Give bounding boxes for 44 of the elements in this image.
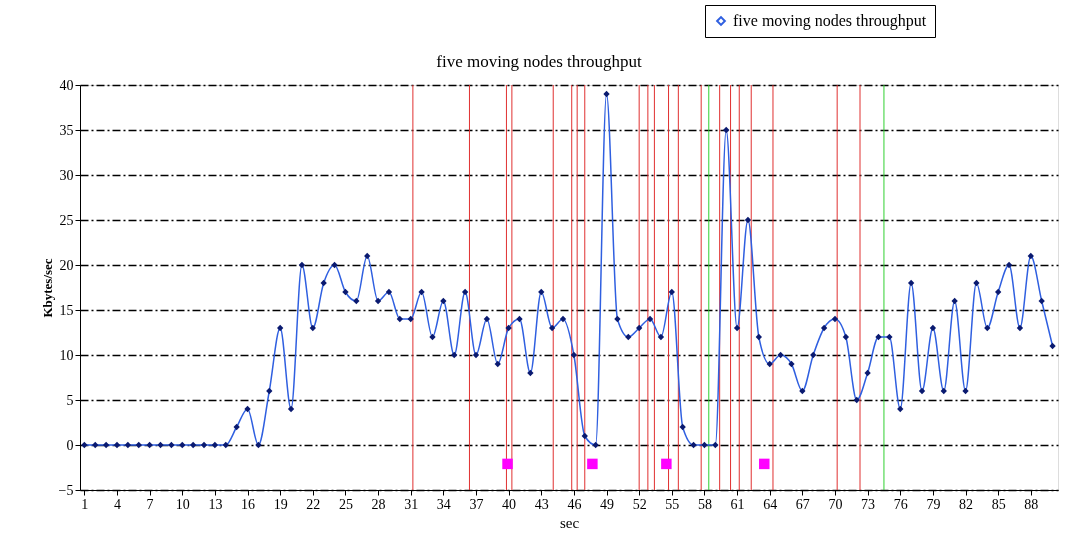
x-tick-label: 40 [502,496,517,512]
x-tick-label: 52 [632,496,647,512]
legend-label: five moving nodes throughput [733,12,927,30]
x-tick-label: 67 [795,496,810,512]
x-tick-label: 46 [567,496,582,512]
x-axis-title: sec [559,514,580,531]
x-tick-label: 22 [306,496,321,512]
y-tick-label: 5 [66,392,74,408]
x-tick-label: 79 [926,496,941,512]
x-tick-label: 82 [959,496,974,512]
x-tick-label: 16 [241,496,256,512]
x-tick-label: 73 [861,496,876,512]
x-tick-label: 85 [991,496,1006,512]
x-tick-label: 7 [146,496,154,512]
y-tick-label: 20 [59,257,74,273]
y-tick-label: −5 [58,482,74,498]
y-tick-label: 40 [59,77,74,93]
x-tick-label: 25 [338,496,353,512]
y-tick-label: 10 [59,347,74,363]
x-tick-label: 13 [208,496,223,512]
chart-title: five moving nodes throughput [436,52,642,71]
x-tick-label: 34 [436,496,451,512]
x-tick-label: 55 [665,496,680,512]
x-tick-label: 64 [763,496,778,512]
y-tick-label: 0 [66,437,74,453]
x-tick-label: 4 [113,496,121,512]
y-tick-label: 30 [59,167,74,183]
x-tick-label: 10 [175,496,190,512]
x-tick-label: 58 [697,496,712,512]
x-tick-label: 76 [893,496,908,512]
x-tick-label: 28 [371,496,386,512]
y-tick-label: 25 [59,212,74,228]
x-tick-label: 88 [1024,496,1039,512]
y-tick-label: 15 [59,302,74,318]
x-tick-label: 31 [404,496,419,512]
y-axis-title: Kbytes/sec [39,258,55,318]
x-tick-label: 37 [469,496,484,512]
x-tick-label: 49 [600,496,615,512]
x-tick-label: 1 [81,496,89,512]
x-tick-label: 61 [730,496,745,512]
x-tick-label: 19 [273,496,288,512]
x-tick-label: 43 [534,496,549,512]
y-tick-label: 35 [59,122,74,138]
x-tick-label: 70 [828,496,843,512]
